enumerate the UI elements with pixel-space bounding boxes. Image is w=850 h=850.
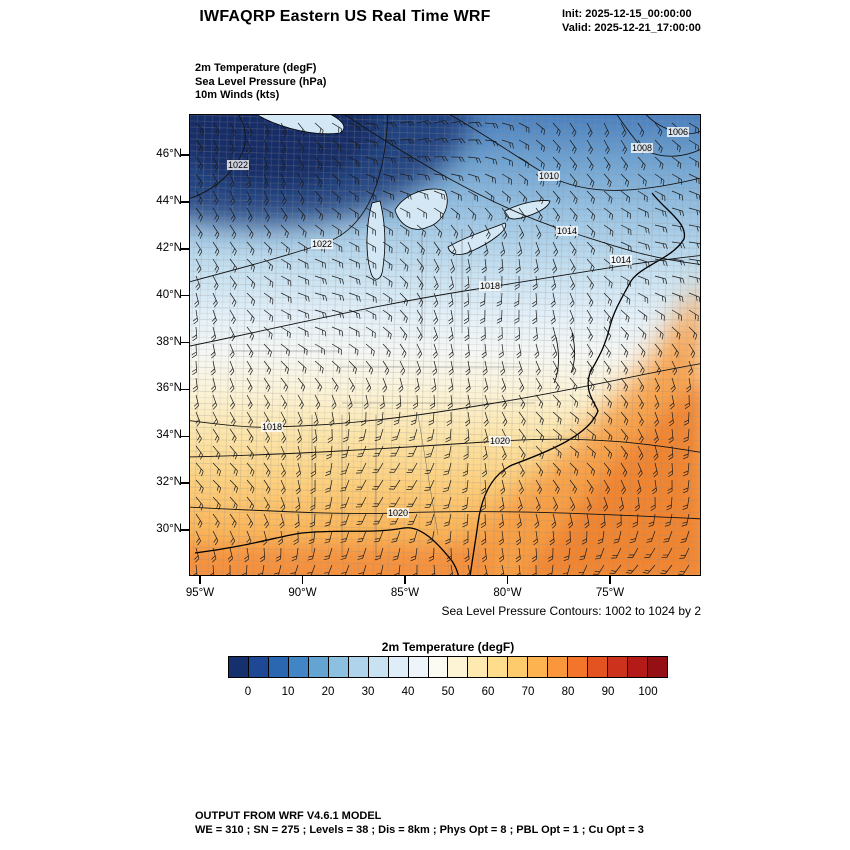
colorbar-tick-label: 50 [441,686,455,698]
lat-tick-label: 34°N [156,429,182,442]
gulf-coastline [194,527,459,575]
lake-erie [447,222,507,255]
field-winds-label: 10m Winds (kts) [195,89,280,101]
lat-tick-label: 38°N [156,335,182,348]
lon-tick-label: 75°W [595,587,625,599]
atlantic-coastline [469,192,686,575]
colorbar-tick-label: 10 [281,686,295,698]
colorbar-tick-label: 40 [401,686,415,698]
colorbar-segment [608,657,629,677]
footer-config-line: WE = 310 ; SN = 275 ; Levels = 38 ; Dis … [195,824,644,836]
lake-huron [394,188,448,230]
map-frame: 1022 1022 1010 1008 1006 1014 1014 1018 1018 1020… [189,114,701,576]
lon-tick-mark [506,576,509,584]
map-canvas [190,115,700,575]
colorbar-tick-label: 20 [321,686,335,698]
init-valid-block: Init: 2025-12-15_00:00:00 Valid: 2025-12… [562,7,701,35]
lat-tick-mark [181,154,189,156]
colorbar-segment [488,657,509,677]
colorbar-segment [229,657,249,677]
colorbar-segment [408,657,429,677]
colorbar-segment [568,657,589,677]
colorbar-segment [388,657,409,677]
lat-tick-mark [181,388,189,391]
colorbar-segment [428,657,449,677]
colorbar-segment [308,657,329,677]
lon-tick-label: 85°W [390,587,420,599]
fields-legend: 2m Temperature (degF) Sea Level Pressure… [195,62,326,103]
lat-tick-label: 32°N [156,476,182,489]
colorbar-tick-label: 30 [361,686,375,698]
lon-tick-mark [199,576,201,584]
colorbar-segment [468,657,489,677]
lat-tick-label: 42°N [156,241,182,254]
delaware-bay [570,332,575,374]
colorbar-segment [448,657,469,677]
colorbar [228,656,668,678]
colorbar-segment [328,657,349,677]
lon-tick-label: 90°W [288,587,317,599]
colorbar-tick-label: 80 [561,686,575,698]
great-lakes [256,115,551,280]
lake-michigan [366,200,386,280]
lon-tick-mark [404,576,406,584]
lon-tick-mark [301,576,304,584]
lat-tick-mark [181,529,189,531]
lake-superior [256,115,345,135]
lon-tick-mark [609,576,611,584]
colorbar-segment [508,657,529,677]
coastline [194,192,686,575]
state-borders [230,229,535,561]
field-pressure-label: Sea Level Pressure (hPa) [195,75,327,88]
lon-tick-label: 80°W [493,587,522,599]
colorbar-segment [628,657,649,677]
colorbar-tick-label: 100 [638,686,658,698]
colorbar-segment [588,657,609,677]
page-title: IWFAQRP Eastern US Real Time WRF [199,8,491,25]
colorbar-title: 2m Temperature (degF) [381,640,515,654]
lat-tick-mark [181,201,189,203]
colorbar-segment [268,657,289,677]
lat-tick-label: 40°N [156,288,182,301]
valid-time: Valid: 2025-12-21_17:00:00 [562,22,701,34]
lat-tick-mark [181,248,189,250]
colorbar-segment [528,657,549,677]
colorbar-segment [288,657,309,677]
lon-tick-label: 95°W [185,587,215,599]
lake-ontario [504,200,551,220]
chesapeake-bay [553,336,559,384]
footer-model-line: OUTPUT FROM WRF V4.6.1 MODEL [195,810,382,822]
colorbar-tick-label: 70 [521,686,535,698]
colorbar-segment [548,657,569,677]
colorbar-segment [368,657,389,677]
init-time: Init: 2025-12-15_00:00:00 [562,8,692,20]
colorbar-segment [348,657,369,677]
lat-tick-label: 30°N [156,523,182,535]
lat-tick-mark [181,294,189,297]
lat-tick-mark [181,482,189,484]
lat-tick-mark [181,341,189,344]
contour-caption: Sea Level Pressure Contours: 1002 to 102… [441,604,702,618]
lat-tick-mark [181,435,189,437]
colorbar-segment [648,657,667,677]
lat-tick-label: 44°N [156,194,182,207]
lat-tick-label: 36°N [156,382,182,395]
colorbar-tick-label: 90 [601,686,615,698]
wind-barbs [191,120,700,575]
colorbar-tick-label: 0 [244,686,252,698]
field-temperature-label: 2m Temperature (degF) [195,62,317,74]
colorbar-tick-label: 60 [481,686,495,698]
lat-tick-label: 46°N [156,148,182,160]
colorbar-segment [248,657,269,677]
